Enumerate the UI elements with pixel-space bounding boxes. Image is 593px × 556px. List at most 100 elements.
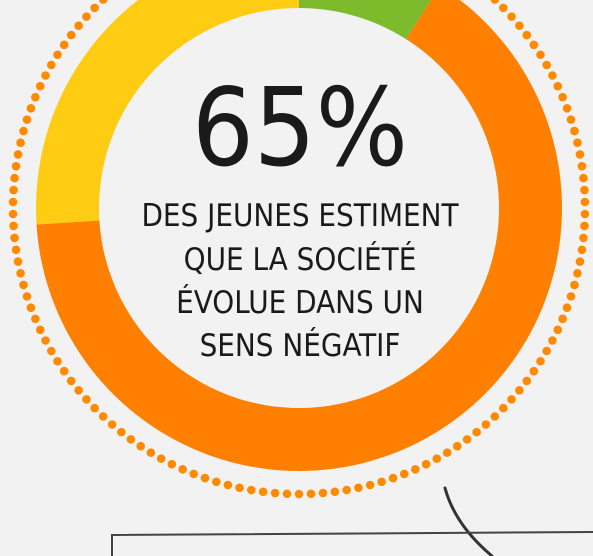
ring-dot [542, 346, 551, 356]
ring-dot [515, 386, 524, 395]
ring-dot [189, 469, 199, 479]
ring-dot [515, 21, 524, 30]
ring-dot [11, 245, 21, 255]
ring-dot [16, 269, 25, 278]
ring-dot [223, 480, 233, 490]
ring-dot [31, 92, 40, 102]
ring-dot [490, 0, 500, 4]
dotted-ring [8, 0, 590, 499]
ring-dot [82, 12, 91, 21]
ring-dot [74, 386, 83, 395]
donut [36, 0, 562, 471]
ring-dot [22, 292, 32, 301]
ring-dot [11, 161, 21, 171]
ring-dot [98, 0, 108, 4]
ring-dot [26, 303, 36, 312]
ring-dot [580, 185, 589, 195]
ring-dot [26, 104, 36, 113]
ring-dot [548, 71, 557, 80]
ring-dot [41, 71, 50, 80]
ring-dot [575, 150, 585, 159]
ring-dot [566, 115, 576, 124]
ring-dot [579, 233, 588, 243]
ring-dot [16, 138, 25, 147]
ring-dot [529, 366, 539, 376]
ring-dot [388, 473, 398, 483]
ring-dot [342, 485, 351, 495]
ring-dot [306, 489, 316, 499]
ring-dot [59, 366, 69, 376]
ring-dot [432, 454, 442, 463]
ring-dot [580, 221, 589, 231]
ring-dot [247, 485, 256, 495]
ring-dot [570, 280, 579, 290]
ring-dot [542, 60, 551, 70]
ring-dot [499, 3, 508, 13]
ring-dot [282, 489, 292, 499]
ring-dot [35, 81, 45, 91]
ring-dot [522, 376, 532, 386]
ring-dot [41, 336, 50, 345]
ring-dot [536, 50, 545, 60]
center-value: 65% [192, 66, 408, 191]
ring-dot [575, 257, 585, 266]
caption-line: QUE LA SOCIÉTÉ [184, 242, 417, 278]
ring-dot [318, 488, 328, 498]
ring-dot [507, 395, 516, 404]
ring-dot [9, 185, 18, 195]
ring-dot [536, 356, 545, 366]
connector-line [443, 486, 494, 556]
ring-dot [167, 459, 177, 469]
ring-dot [178, 464, 187, 474]
ring-dot [566, 292, 576, 301]
ring-dot [74, 21, 83, 30]
ring-dot [462, 435, 472, 444]
ring-dot [126, 435, 136, 444]
ring-dot [22, 115, 32, 124]
ring-dot [399, 469, 409, 479]
ring-dot [411, 464, 420, 474]
ring-dot [472, 427, 481, 437]
ring-dot [377, 477, 386, 487]
ring-dot [8, 209, 18, 219]
ring-dot [9, 221, 18, 231]
ring-dot [82, 395, 91, 404]
ring-dot [107, 420, 117, 429]
ring-dot [481, 420, 491, 429]
ring-dot [580, 209, 590, 219]
ring-dot [529, 40, 539, 50]
caption-line: ÉVOLUE DANS UN [176, 285, 424, 321]
ring-dot [365, 480, 375, 490]
caption-line: DES JEUNES ESTIMENT [141, 198, 459, 234]
ring-dot [47, 346, 56, 356]
ring-dot [548, 336, 557, 345]
ring-dot [270, 488, 280, 498]
ring-dot [8, 197, 18, 207]
ring-dot [10, 173, 19, 183]
ring-dot [66, 376, 76, 386]
ring-dot [562, 104, 572, 113]
ring-dot [553, 81, 563, 91]
ring-dot [522, 30, 532, 40]
ring-dot [13, 150, 23, 159]
ring-dot [573, 138, 582, 147]
ring-dot [10, 233, 19, 243]
ring-dot [330, 487, 340, 497]
ring-dot [553, 325, 563, 335]
ring-dot [442, 448, 452, 457]
donut-segment [36, 0, 299, 225]
ring-dot [258, 487, 268, 497]
ring-dot [499, 403, 508, 413]
ring-dot [200, 473, 210, 483]
caption-line: SENS NÉGATIF [200, 328, 401, 364]
ring-dot [507, 12, 516, 21]
ring-dot [156, 454, 166, 463]
box-outline [111, 531, 593, 556]
ring-dot [580, 197, 590, 207]
ring-dot [35, 325, 45, 335]
ring-dot [146, 448, 156, 457]
ring-dot [117, 427, 126, 437]
donut-segment [299, 0, 432, 40]
